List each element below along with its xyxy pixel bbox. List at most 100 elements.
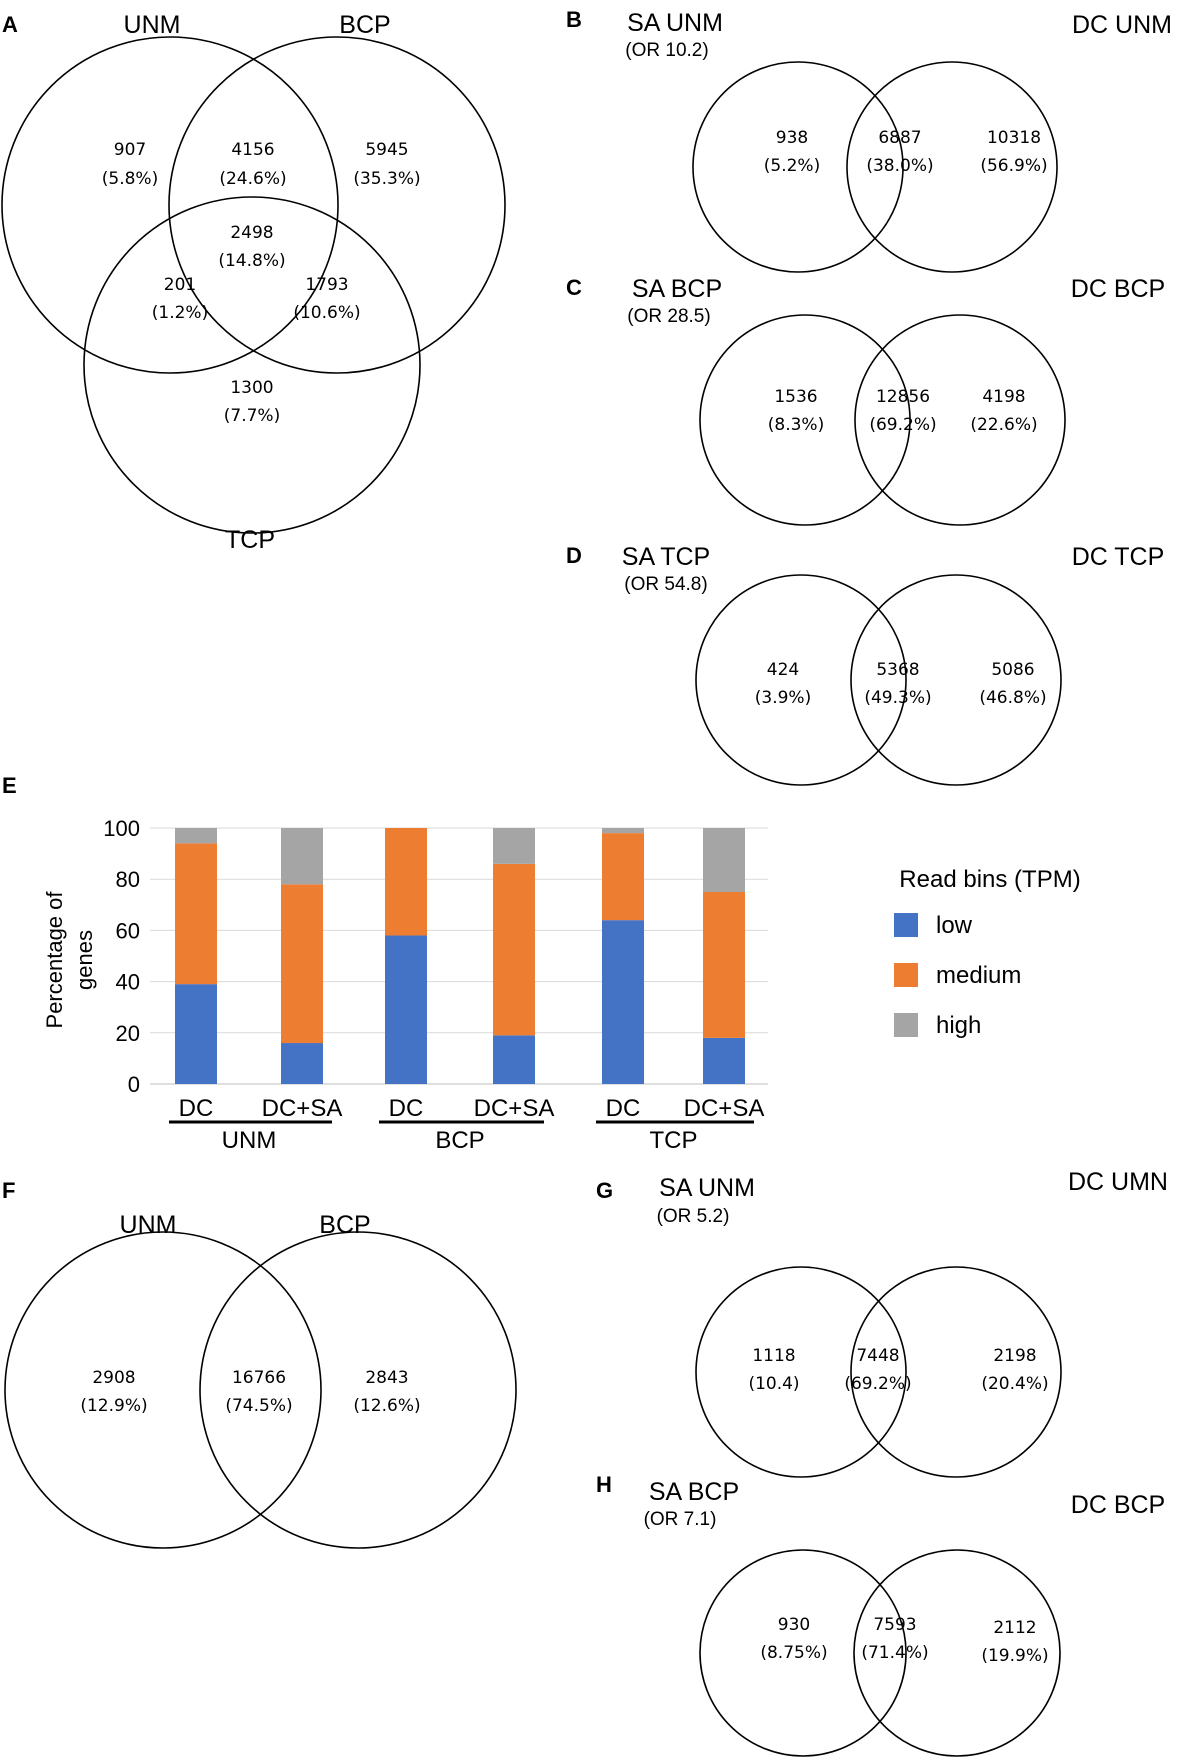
venn-d-count: 5086: [991, 660, 1034, 680]
venn-h-title-left: SA BCP: [649, 1478, 739, 1506]
venn-g-pct: (20.4%): [981, 1374, 1048, 1394]
panel-label-e: E: [2, 773, 17, 798]
bar-segment-medium: [703, 892, 745, 1038]
venn-h-count: 930: [778, 1615, 810, 1635]
venn-a-count: 201: [164, 275, 196, 295]
panel-b: B SA UNM (OR 10.2) DC UNM 938 (5.2%) 688…: [566, 7, 1172, 273]
venn-a-title-unm: UNM: [124, 11, 181, 39]
x-tick-label: DC: [606, 1095, 641, 1122]
panel-e: E Percentage of genes 0 20 40 60 80 100 DC DC+…: [2, 773, 1081, 1154]
legend-title: Read bins (TPM): [899, 866, 1080, 893]
venn-h-title-right: DC BCP: [1071, 1491, 1165, 1519]
venn-a-pct: (10.6%): [293, 303, 360, 323]
venn-a-count: 4156: [231, 140, 274, 160]
venn-c-title-right: DC BCP: [1071, 275, 1165, 303]
venn-f-count: 2843: [365, 1368, 408, 1388]
x-tick-label: DC: [179, 1095, 214, 1122]
panel-label-g: G: [596, 1178, 613, 1203]
group-labels: UNM BCP TCP: [169, 1120, 754, 1154]
venn-c-odds-ratio: (OR 28.5): [627, 306, 710, 327]
legend-label-high: high: [936, 1012, 981, 1039]
venn-g-circle-left: [695, 1266, 907, 1478]
panel-label-f: F: [2, 1178, 15, 1203]
venn-f-pct: (74.5%): [225, 1396, 292, 1416]
bar-segment-medium: [385, 828, 427, 936]
venn-d-pct: (46.8%): [979, 688, 1046, 708]
venn-g-count: 2198: [993, 1346, 1036, 1366]
gridlines: [150, 827, 768, 1085]
venn-d-pct: (3.9%): [755, 688, 811, 708]
venn-c-circle-right: [854, 314, 1066, 526]
bar-segment-high: [493, 828, 535, 864]
group-label: BCP: [435, 1127, 484, 1154]
venn-g-count: 7448: [856, 1346, 899, 1366]
venn-c-pct: (22.6%): [970, 415, 1037, 435]
venn-d-pct: (49.3%): [864, 688, 931, 708]
venn-a-circle-bcp: [168, 36, 506, 374]
venn-b-odds-ratio: (OR 10.2): [625, 40, 708, 61]
venn-g-count: 1118: [752, 1346, 795, 1366]
legend-swatch-high: [894, 1013, 918, 1037]
venn-g-title-right: DC UMN: [1068, 1168, 1168, 1196]
x-tick-label: DC: [389, 1095, 424, 1122]
y-tick-labels: 0 20 40 60 80 100: [103, 816, 140, 1097]
y-tick-label: 40: [116, 970, 140, 995]
venn-b-pct: (38.0%): [866, 156, 933, 176]
venn-a-pct: (14.8%): [218, 251, 285, 271]
group-label: UNM: [222, 1127, 277, 1154]
x-tick-label: DC+SA: [474, 1095, 555, 1122]
bars: [175, 828, 745, 1084]
venn-a-pct: (7.7%): [224, 406, 280, 426]
venn-d-title-left: SA TCP: [622, 543, 710, 571]
y-tick-label: 20: [116, 1021, 140, 1046]
venn-b-count: 938: [776, 128, 808, 148]
bar-segment-high: [602, 828, 644, 834]
bar-segment-high: [175, 828, 217, 844]
venn-f-title-left: UNM: [120, 1211, 177, 1239]
x-tick-label: DC+SA: [262, 1095, 343, 1122]
venn-f-count: 16766: [232, 1368, 286, 1388]
venn-b-circle-right: [846, 61, 1058, 273]
bar-segment-low: [175, 984, 217, 1084]
venn-d-odds-ratio: (OR 54.8): [624, 574, 707, 595]
venn-c-count: 1536: [774, 387, 817, 407]
venn-b-title-left: SA UNM: [627, 9, 723, 37]
venn-h-pct: (19.9%): [981, 1646, 1048, 1666]
venn-a-count: 1793: [305, 275, 348, 295]
venn-b-pct: (56.9%): [980, 156, 1047, 176]
venn-h-count: 7593: [873, 1615, 916, 1635]
venn-a-circle-unm: [1, 36, 339, 374]
venn-b-title-right: DC UNM: [1072, 11, 1172, 39]
venn-a-count: 5945: [365, 140, 408, 160]
venn-g-title-left: SA UNM: [659, 1174, 755, 1202]
venn-h-count: 2112: [993, 1618, 1036, 1638]
x-tick-labels: DC DC+SA DC DC+SA DC DC+SA: [179, 1095, 765, 1122]
panel-label-d: D: [566, 543, 582, 568]
venn-d-circle-left: [695, 574, 907, 786]
legend-swatch-medium: [894, 963, 918, 987]
legend-label-medium: medium: [936, 962, 1021, 989]
legend: low medium high: [894, 912, 1021, 1039]
venn-c-count: 4198: [982, 387, 1025, 407]
panel-c: C SA BCP (OR 28.5) DC BCP 1536 (8.3%) 12…: [566, 275, 1165, 526]
venn-d-title-right: DC TCP: [1072, 543, 1165, 571]
panel-a: A UNM BCP TCP 907 (5.8%) 4156 (24.6%) 59…: [1, 11, 506, 554]
venn-a-count: 1300: [230, 378, 273, 398]
venn-f-circle-right: [199, 1231, 517, 1549]
bar-segment-high: [703, 828, 745, 892]
panel-label-h: H: [596, 1472, 612, 1497]
venn-g-circle-right: [850, 1266, 1062, 1478]
panel-label-b: B: [566, 7, 582, 32]
venn-a-pct: (35.3%): [353, 169, 420, 189]
venn-g-odds-ratio: (OR 5.2): [657, 1206, 730, 1227]
venn-g-pct: (10.4): [748, 1374, 799, 1394]
panel-g: G SA UNM (OR 5.2) DC UMN 1118 (10.4) 744…: [596, 1168, 1168, 1478]
venn-c-pct: (69.2%): [869, 415, 936, 435]
y-axis-label-line1: Percentage of: [42, 891, 67, 1029]
venn-c-count: 12856: [876, 387, 930, 407]
venn-d-count: 5368: [876, 660, 919, 680]
venn-f-pct: (12.9%): [80, 1396, 147, 1416]
venn-d-count: 424: [767, 660, 799, 680]
venn-h-pct: (8.75%): [760, 1643, 827, 1663]
